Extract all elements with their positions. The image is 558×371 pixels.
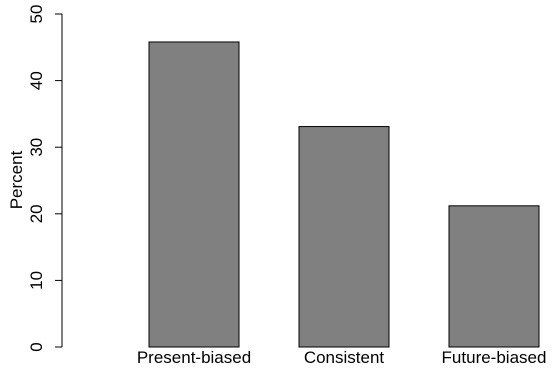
bar-consistent — [298, 126, 390, 348]
y-axis-title: Percent — [7, 150, 26, 209]
y-tick-label: 50 — [27, 5, 46, 24]
y-tick-label: 40 — [27, 71, 46, 90]
x-category-label: Consistent — [304, 348, 385, 367]
x-axis-labels: Present-biased Consistent Future-biased — [137, 348, 547, 367]
x-category-label: Future-biased — [442, 348, 547, 367]
y-tick-label: 10 — [27, 271, 46, 290]
bars-group — [148, 41, 540, 348]
y-tick-label: 20 — [27, 204, 46, 223]
y-tick-label: 0 — [27, 342, 46, 351]
y-axis-ticks: 0 10 20 30 40 50 — [27, 5, 62, 352]
y-tick-label: 30 — [27, 138, 46, 157]
bar-future-biased — [448, 205, 540, 348]
x-category-label: Present-biased — [137, 348, 251, 367]
bar-present-biased — [148, 41, 240, 348]
